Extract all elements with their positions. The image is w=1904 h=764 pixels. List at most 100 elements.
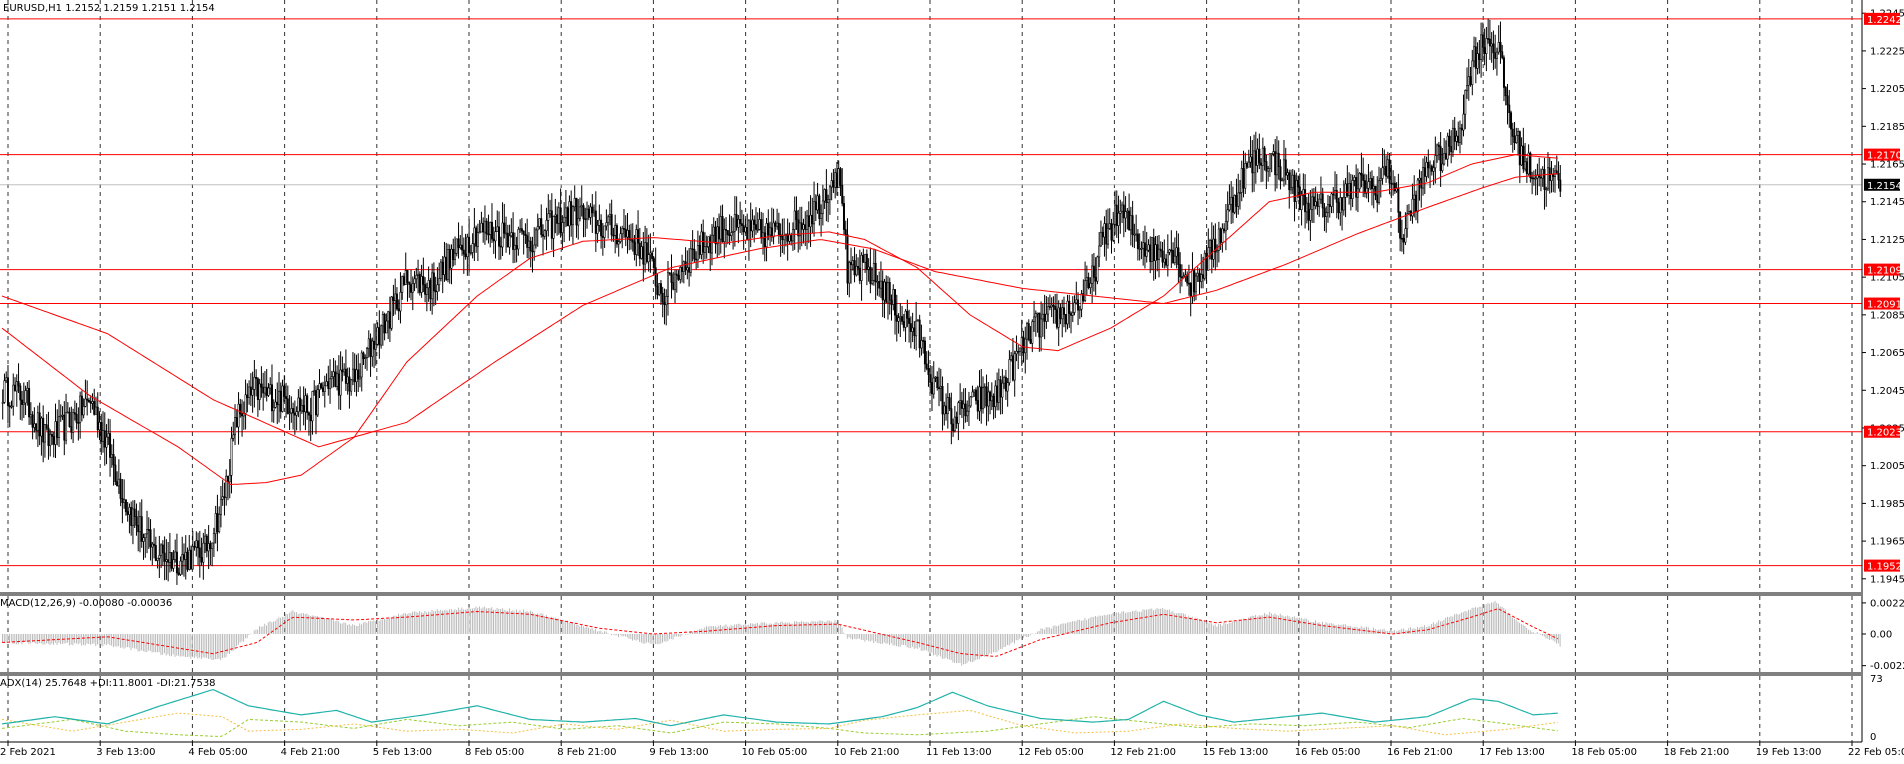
candle[interactable] — [897, 313, 900, 334]
candle[interactable] — [292, 402, 295, 430]
candle[interactable] — [153, 528, 156, 559]
candle[interactable] — [1209, 238, 1212, 260]
candle[interactable] — [754, 207, 757, 235]
candle[interactable] — [1268, 152, 1271, 177]
candle[interactable] — [1309, 189, 1312, 242]
candle[interactable] — [1406, 204, 1409, 238]
candle[interactable] — [1497, 25, 1500, 55]
candle[interactable] — [1437, 141, 1440, 161]
candle[interactable] — [1529, 151, 1532, 183]
candle[interactable] — [149, 519, 152, 561]
candle[interactable] — [554, 198, 557, 234]
candle[interactable] — [1154, 235, 1157, 280]
candle[interactable] — [566, 206, 569, 227]
candle[interactable] — [410, 269, 413, 301]
candle[interactable] — [1550, 161, 1553, 193]
candle[interactable] — [1010, 352, 1013, 362]
candle[interactable] — [644, 225, 647, 273]
candle[interactable] — [816, 182, 819, 214]
candle[interactable] — [307, 411, 310, 436]
candle[interactable] — [1297, 175, 1300, 198]
candle[interactable] — [1554, 165, 1557, 193]
candle[interactable] — [763, 226, 766, 262]
candle[interactable] — [235, 409, 238, 428]
candle[interactable] — [1004, 369, 1007, 400]
candle[interactable] — [800, 206, 803, 247]
candle[interactable] — [1048, 294, 1051, 311]
candle[interactable] — [1492, 30, 1495, 71]
candle[interactable] — [290, 396, 293, 423]
candle[interactable] — [943, 401, 946, 426]
candle[interactable] — [1513, 122, 1516, 151]
candle[interactable] — [487, 214, 490, 244]
candle[interactable] — [137, 510, 140, 552]
candle[interactable] — [401, 275, 404, 300]
candle[interactable] — [1374, 185, 1377, 201]
candle[interactable] — [431, 263, 434, 315]
candle[interactable] — [443, 241, 446, 282]
candle[interactable] — [353, 353, 356, 393]
candle[interactable] — [350, 378, 353, 396]
candle[interactable] — [1038, 312, 1041, 352]
candle[interactable] — [848, 260, 851, 298]
candle[interactable] — [1386, 151, 1389, 179]
candle[interactable] — [311, 390, 314, 435]
candle[interactable] — [519, 219, 522, 233]
candle[interactable] — [1458, 120, 1461, 154]
candle[interactable] — [563, 202, 566, 243]
candle[interactable] — [1539, 168, 1542, 192]
candle[interactable] — [1451, 119, 1454, 158]
candle[interactable] — [1066, 294, 1069, 330]
candle[interactable] — [327, 365, 330, 396]
candle[interactable] — [1062, 296, 1065, 328]
candle[interactable] — [341, 356, 344, 382]
candle[interactable] — [45, 414, 48, 431]
candle[interactable] — [1443, 138, 1446, 166]
candle[interactable] — [1351, 174, 1354, 208]
candle[interactable] — [193, 541, 196, 551]
candle[interactable] — [767, 209, 770, 241]
candle[interactable] — [422, 257, 425, 293]
candle[interactable] — [1096, 255, 1099, 285]
candle[interactable] — [946, 382, 949, 429]
candle[interactable] — [813, 181, 816, 237]
candle[interactable] — [77, 407, 80, 441]
candle[interactable] — [494, 219, 497, 259]
candle[interactable] — [56, 409, 59, 446]
candle[interactable] — [1173, 237, 1176, 266]
candle[interactable] — [200, 537, 203, 567]
candle[interactable] — [811, 197, 814, 234]
candle[interactable] — [420, 264, 423, 298]
candle[interactable] — [1293, 170, 1296, 222]
candle[interactable] — [1196, 266, 1199, 282]
candle[interactable] — [332, 357, 335, 388]
candle[interactable] — [1532, 170, 1535, 186]
candle[interactable] — [1383, 149, 1386, 176]
candle[interactable] — [1013, 350, 1016, 397]
candle[interactable] — [918, 314, 921, 358]
candle[interactable] — [501, 202, 504, 256]
candle[interactable] — [47, 411, 50, 460]
candle[interactable] — [278, 372, 281, 423]
candle[interactable] — [1397, 173, 1400, 233]
candle[interactable] — [781, 218, 784, 254]
candle[interactable] — [58, 399, 61, 447]
candle[interactable] — [337, 355, 340, 410]
candle[interactable] — [184, 535, 187, 580]
candle[interactable] — [529, 236, 532, 268]
candle[interactable] — [346, 367, 349, 395]
candle[interactable] — [1256, 138, 1259, 173]
candle[interactable] — [1121, 201, 1124, 224]
candle[interactable] — [1295, 172, 1298, 209]
candle[interactable] — [851, 256, 854, 271]
candle[interactable] — [665, 289, 668, 326]
candle[interactable] — [1089, 277, 1092, 295]
candle[interactable] — [1224, 203, 1227, 251]
candle[interactable] — [84, 379, 87, 408]
candle[interactable] — [1203, 250, 1206, 281]
candle[interactable] — [890, 294, 893, 321]
candle[interactable] — [864, 253, 867, 273]
candle[interactable] — [1249, 136, 1252, 168]
candle[interactable] — [1485, 26, 1488, 72]
candle[interactable] — [860, 252, 863, 301]
